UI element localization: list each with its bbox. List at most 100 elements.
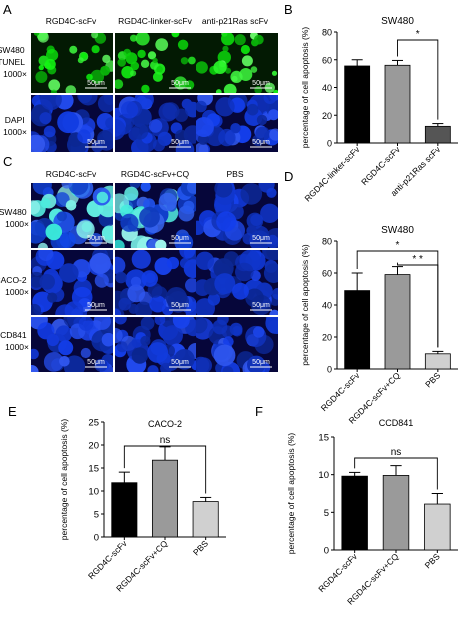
cell-nucleus xyxy=(263,263,278,283)
y-tick-label: 20 xyxy=(322,333,332,343)
cell-nucleus xyxy=(223,83,237,93)
cell-nucleus xyxy=(90,69,105,84)
cell-nucleus xyxy=(218,128,236,147)
y-axis-label: percentage of cell apoptosis (%) xyxy=(286,433,296,555)
cell-nucleus xyxy=(38,250,54,261)
cell-nucleus xyxy=(128,303,139,314)
cell-nucleus xyxy=(185,301,197,315)
panel-a-row-label-2: DAPI 1000× xyxy=(3,115,27,137)
y-tick-label: 10 xyxy=(318,470,329,481)
significance-bracket xyxy=(397,39,439,120)
significance-label: ns xyxy=(160,435,171,446)
cell-nucleus xyxy=(148,119,163,133)
cell-nucleus xyxy=(47,292,58,303)
cell-nucleus xyxy=(165,287,187,309)
cell-nucleus xyxy=(37,33,49,43)
scale-bar-label: 50μm xyxy=(252,235,270,242)
panel-c: C RGD4C-scFv RGD4C-scFv+CQ PBS SW480 100… xyxy=(0,154,278,372)
cell-nucleus xyxy=(196,100,207,113)
cell-nucleus xyxy=(140,317,155,331)
tile-cells xyxy=(196,183,278,248)
scale-bar-label: 50μm xyxy=(171,302,189,309)
cell-nucleus xyxy=(96,191,109,204)
panel-d-letter: D xyxy=(284,169,293,184)
cell-nucleus xyxy=(162,325,183,346)
y-axis-label: percentage of cell apoptosis (%) xyxy=(300,27,310,149)
cell-nucleus xyxy=(61,183,73,189)
scale-bar-label: 50μm xyxy=(87,235,105,242)
cell-nucleus xyxy=(177,39,189,50)
cell-nucleus xyxy=(166,256,180,270)
cell-nucleus xyxy=(137,49,146,59)
cell-nucleus xyxy=(115,271,127,284)
cell-nucleus xyxy=(196,220,205,235)
cell-nucleus xyxy=(155,239,167,248)
cell-nucleus xyxy=(266,187,277,198)
cell-nucleus xyxy=(77,129,91,143)
tile-cells xyxy=(196,95,278,152)
cell-nucleus xyxy=(207,293,221,306)
cell-nucleus xyxy=(31,134,46,152)
panel-a-tile-r2-c2: 50μm xyxy=(115,95,197,152)
cell-nucleus xyxy=(152,57,158,64)
tile-cells xyxy=(115,317,197,372)
cell-nucleus xyxy=(65,85,77,93)
y-tick-label: 40 xyxy=(322,83,332,93)
cell-nucleus xyxy=(186,183,197,194)
bar xyxy=(344,65,371,144)
bar xyxy=(384,64,411,144)
panel-c-image-grid: 50μm 50μm 50μm 50μm 50μm 50μm 50μm 50μm 50μm xyxy=(31,183,278,372)
tile-cells xyxy=(196,33,278,93)
panel-c-tile-r3-c2: 50μm xyxy=(115,317,197,372)
cell-nucleus xyxy=(241,55,253,67)
cell-nucleus xyxy=(81,221,93,233)
cell-nucleus xyxy=(37,242,48,248)
cell-nucleus xyxy=(77,57,84,64)
cell-nucleus xyxy=(93,317,111,330)
significance-label: * xyxy=(396,240,400,251)
y-tick-label: 0 xyxy=(324,546,329,557)
y-tick-label: 0 xyxy=(94,533,99,544)
tile-cells xyxy=(115,183,197,248)
cell-nucleus xyxy=(59,263,79,283)
cell-nucleus xyxy=(89,252,111,274)
cell-nucleus xyxy=(100,65,111,76)
panel-c-tile-r2-c1: 50μm xyxy=(31,250,113,315)
cell-nucleus xyxy=(45,223,63,241)
cell-nucleus xyxy=(147,51,157,60)
cell-nucleus xyxy=(97,130,113,147)
y-tick-label: 15 xyxy=(318,433,329,444)
scale-bar-label: 50μm xyxy=(252,80,270,87)
cell-nucleus xyxy=(140,183,151,192)
cell-nucleus xyxy=(217,50,231,65)
y-tick-label: 20 xyxy=(88,441,99,452)
cell-nucleus xyxy=(230,123,241,134)
y-tick-label: 40 xyxy=(322,301,332,311)
tile-cells xyxy=(33,33,113,93)
chart-title: SW480 xyxy=(381,16,414,27)
cell-nucleus xyxy=(172,317,190,329)
cell-nucleus xyxy=(216,211,237,232)
cell-nucleus xyxy=(117,58,126,67)
y-tick-label: 0 xyxy=(327,139,332,149)
cell-nucleus xyxy=(69,45,78,54)
tile-cells xyxy=(115,250,197,315)
cell-nucleus xyxy=(43,352,64,372)
cell-nucleus xyxy=(131,123,149,140)
y-tick-label: 10 xyxy=(88,487,99,498)
scale-bar-label: 50μm xyxy=(252,302,270,309)
cell-nucleus xyxy=(32,183,52,195)
panel-a-tile-r2-c1: 50μm xyxy=(31,95,113,152)
cell-nucleus xyxy=(240,183,263,205)
cell-nucleus xyxy=(196,61,208,74)
tile-cells xyxy=(196,317,278,372)
tile-cells xyxy=(31,95,113,152)
bar xyxy=(111,482,138,538)
panel-c-col-header-3: PBS xyxy=(226,169,243,179)
cell-nucleus xyxy=(101,225,113,240)
cell-nucleus xyxy=(235,262,254,282)
cell-nucleus xyxy=(232,282,249,300)
significance-label: ns xyxy=(391,447,402,458)
cell-nucleus xyxy=(135,33,150,46)
panel-c-tile-r1-c1: 50μm xyxy=(31,183,113,248)
